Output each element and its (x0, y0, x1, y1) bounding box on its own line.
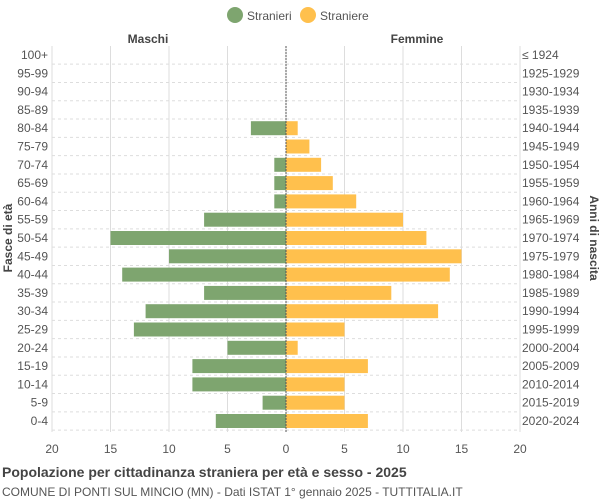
bar-female (286, 139, 310, 154)
birth-year-label: 1955-1959 (522, 176, 580, 190)
age-label: 80-84 (17, 121, 48, 135)
birth-year-label: 1975-1979 (522, 249, 580, 263)
birth-year-label: 2020-2024 (522, 414, 580, 428)
chart-title: Popolazione per cittadinanza straniera p… (2, 464, 407, 480)
bar-male (204, 285, 286, 300)
age-label: 60-64 (17, 194, 48, 208)
birth-year-label: 1945-1949 (522, 140, 580, 154)
bar-male (250, 121, 286, 136)
x-tick-label: 15 (104, 442, 118, 456)
legend-marker-stranieri (227, 7, 243, 23)
bar-female (286, 212, 403, 227)
bar-female (286, 395, 345, 410)
birth-year-label: 1990-1994 (522, 304, 580, 318)
bar-female (286, 414, 368, 428)
age-label: 100+ (21, 48, 48, 62)
age-label: 30-34 (17, 304, 48, 318)
birth-year-label: ≤ 1924 (522, 48, 559, 62)
age-label: 5-9 (31, 396, 49, 410)
x-tick-label: 15 (455, 442, 469, 456)
birth-year-label: 2005-2009 (522, 359, 580, 373)
age-label: 85-89 (17, 103, 48, 117)
bar-female (286, 157, 322, 172)
age-label: 90-94 (17, 85, 48, 99)
legend-marker-straniere (300, 7, 316, 23)
age-label: 10-14 (17, 377, 48, 391)
bar-male (110, 231, 286, 245)
legend-label-stranieri: Stranieri (247, 9, 292, 23)
bar-male (192, 359, 286, 374)
bar-male (274, 176, 286, 191)
y-axis-label-right: Anni di nascita (587, 195, 600, 281)
birth-year-label: 1950-1954 (522, 158, 580, 172)
bar-female (286, 359, 368, 374)
age-label: 75-79 (17, 140, 48, 154)
y-axis-label-left: Fasce di età (1, 203, 15, 272)
birth-year-label: 1995-1999 (522, 323, 580, 337)
age-label: 40-44 (17, 268, 48, 282)
x-tick-label: 5 (341, 442, 348, 456)
bar-male (122, 267, 286, 282)
age-label: 45-49 (17, 249, 48, 263)
bar-male (169, 249, 286, 264)
bar-female (286, 267, 450, 282)
birth-year-label: 1960-1964 (522, 194, 580, 208)
bar-male (204, 212, 286, 227)
bar-female (286, 340, 298, 355)
bar-female (286, 176, 333, 191)
age-label: 50-54 (17, 231, 48, 245)
bar-male (274, 157, 286, 172)
birth-year-label: 2000-2004 (522, 341, 580, 355)
x-tick-label: 0 (283, 442, 290, 456)
age-label: 20-24 (17, 341, 48, 355)
x-tick-label: 10 (396, 442, 410, 456)
x-tick-label: 20 (513, 442, 527, 456)
x-tick-label: 5 (224, 442, 231, 456)
birth-year-label: 2015-2019 (522, 396, 580, 410)
birth-year-label: 1925-1929 (522, 66, 580, 80)
bar-male (215, 414, 286, 428)
bar-male (227, 340, 286, 355)
age-label: 95-99 (17, 66, 48, 80)
age-label: 55-59 (17, 213, 48, 227)
bar-male (262, 395, 286, 410)
age-label: 15-19 (17, 359, 48, 373)
birth-year-label: 2010-2014 (522, 377, 580, 391)
bar-male (274, 194, 286, 209)
age-label: 0-4 (31, 414, 49, 428)
chart-subtitle: COMUNE DI PONTI SUL MINCIO (MN) - Dati I… (2, 485, 463, 499)
bar-female (286, 322, 345, 337)
bar-female (286, 121, 298, 136)
age-label: 70-74 (17, 158, 48, 172)
bar-female (286, 249, 462, 264)
x-tick-label: 10 (162, 442, 176, 456)
bar-female (286, 285, 392, 300)
birth-year-label: 1965-1969 (522, 213, 580, 227)
bar-male (145, 304, 286, 319)
bar-female (286, 231, 427, 245)
bar-female (286, 377, 345, 392)
bar-male (192, 377, 286, 392)
birth-year-label: 1970-1974 (522, 231, 580, 245)
birth-year-label: 1980-1984 (522, 268, 580, 282)
bar-male (133, 322, 286, 337)
birth-year-label: 1940-1944 (522, 121, 580, 135)
x-tick-label: 20 (45, 442, 59, 456)
birth-year-label: 1985-1989 (522, 286, 580, 300)
birth-year-label: 1930-1934 (522, 85, 580, 99)
birth-year-label: 1935-1939 (522, 103, 580, 117)
age-label: 25-29 (17, 323, 48, 337)
age-label: 65-69 (17, 176, 48, 190)
bar-female (286, 304, 439, 319)
legend-label-straniere: Straniere (320, 9, 369, 23)
right-header: Femmine (391, 32, 444, 46)
bar-female (286, 194, 357, 209)
age-label: 35-39 (17, 286, 48, 300)
left-header: Maschi (128, 32, 169, 46)
